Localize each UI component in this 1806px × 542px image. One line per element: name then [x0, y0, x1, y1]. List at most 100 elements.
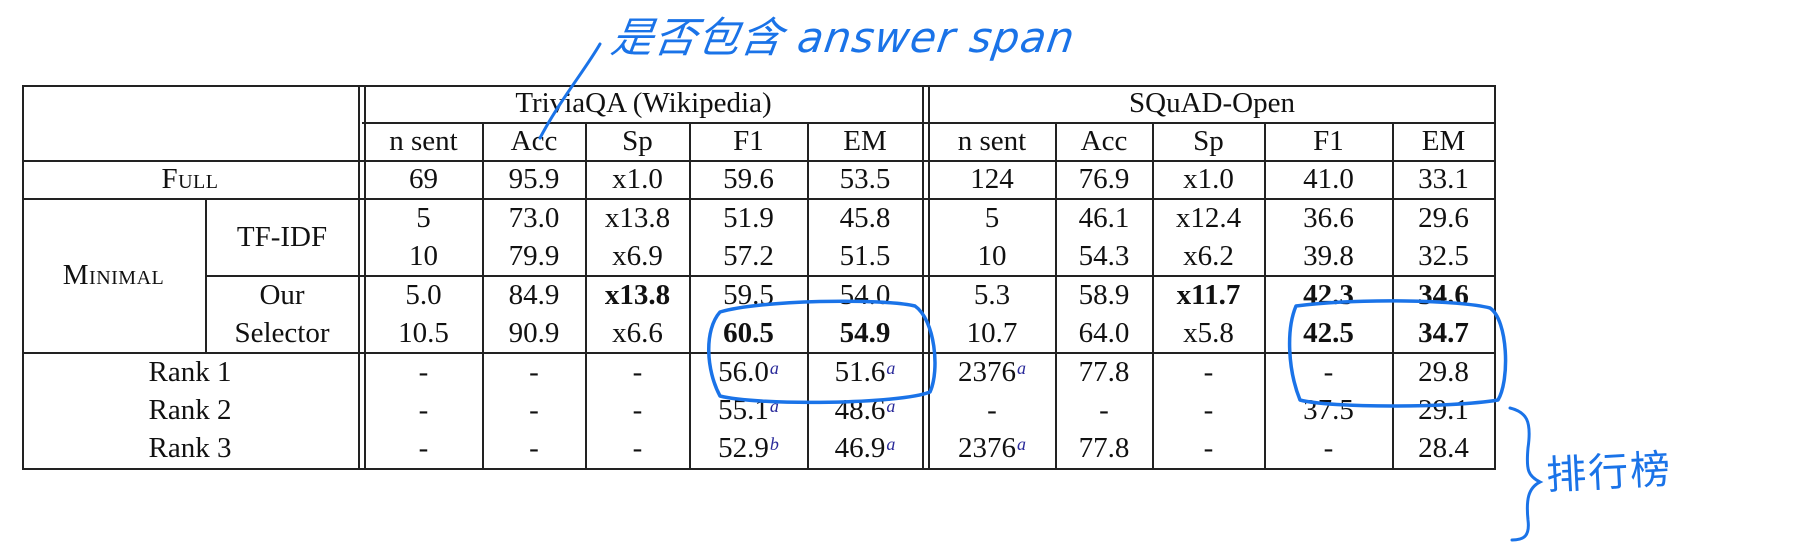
cell: 45.8 — [839, 201, 891, 234]
cell: 29.8 — [1418, 355, 1469, 388]
rule-col — [807, 122, 809, 469]
cell: 84.9 — [508, 278, 560, 311]
cell: x1.0 — [1183, 162, 1234, 195]
cell: 54.3 — [1078, 239, 1130, 272]
row-label-minimal: Minimal — [62, 259, 165, 291]
cell: - — [529, 355, 539, 388]
row-label-full: Full — [161, 162, 219, 195]
cell: 41.0 — [1303, 162, 1354, 195]
cell: 59.6 — [723, 162, 774, 195]
cell: 51.9 — [723, 201, 774, 234]
cell: x6.6 — [612, 316, 663, 349]
footnote-mark: a — [1017, 358, 1026, 378]
cell: x1.0 — [612, 162, 663, 195]
cell-bold: 60.5 — [723, 316, 774, 349]
cell-with-footnote: 46.9 a — [808, 429, 922, 467]
cell: 64.0 — [1078, 316, 1130, 349]
rule-col — [689, 122, 691, 469]
row-label-selector: Selector — [234, 316, 330, 349]
row-label-tfidf: TF-IDF — [236, 220, 328, 253]
row-label-rank2: Rank 2 — [148, 393, 232, 426]
col-header: EM — [1421, 124, 1466, 157]
cell: 10 — [409, 239, 438, 272]
cell-bold: x11.7 — [1176, 278, 1241, 311]
cell: 39.8 — [1303, 239, 1354, 272]
results-table: TriviaQA (Wikipedia) SQuAD-Open n sent A… — [22, 85, 1496, 530]
cell: - — [1323, 431, 1334, 464]
rule-col — [482, 122, 484, 469]
cell: 29.6 — [1418, 201, 1469, 234]
cell: - — [1203, 355, 1214, 388]
cell-value: 2376 — [958, 355, 1016, 388]
cell: 37.5 — [1303, 393, 1354, 426]
cell: 54.0 — [839, 278, 891, 311]
cell: 51.5 — [839, 239, 891, 272]
col-header: F1 — [733, 124, 764, 157]
cell-value: 2376 — [958, 431, 1016, 464]
cell-with-footnote: 2376 a — [929, 429, 1055, 467]
cell: x6.9 — [612, 239, 663, 272]
cell: x5.8 — [1183, 316, 1234, 349]
rule-minimal-sub — [205, 198, 207, 353]
col-header: EM — [843, 124, 887, 157]
cell: 10.7 — [966, 316, 1018, 349]
cell: - — [1203, 431, 1214, 464]
footnote-mark: a — [886, 358, 896, 378]
footnote-mark: a — [886, 434, 896, 454]
rule-double-1a — [358, 85, 360, 469]
cell: - — [418, 431, 429, 464]
cell: - — [1099, 393, 1109, 426]
cell: - — [1323, 355, 1334, 388]
cell-with-footnote: 52.9 b — [690, 429, 807, 467]
cell: 76.9 — [1078, 162, 1130, 195]
rule-double-2a — [922, 85, 924, 469]
dataset-header-squad: SQuAD-Open — [1129, 87, 1295, 119]
col-header: Acc — [510, 124, 558, 157]
row-label-rank1: Rank 1 — [148, 355, 232, 388]
col-header: Acc — [1080, 124, 1128, 157]
cell: 5 — [984, 201, 1000, 234]
cell: 77.8 — [1078, 355, 1130, 388]
cell: - — [418, 393, 429, 426]
cell-with-footnote: 2376 a — [929, 353, 1055, 391]
row-label-rank3: Rank 3 — [148, 431, 232, 464]
cell-bold: 42.5 — [1303, 316, 1354, 349]
cell-value: 56.0 — [718, 355, 769, 388]
rule-col — [1055, 122, 1057, 469]
rule-col — [585, 122, 587, 469]
cell: - — [632, 431, 643, 464]
rule-left — [22, 85, 24, 469]
row-label-our: Our — [259, 278, 305, 311]
bracket-rank — [1508, 406, 1544, 542]
cell: - — [529, 431, 539, 464]
rule-top — [22, 85, 1496, 87]
rule-bottom — [22, 468, 1496, 470]
cell: 33.1 — [1418, 162, 1469, 195]
cell: 77.8 — [1078, 431, 1130, 464]
cell-bold: 54.9 — [839, 316, 891, 349]
footnote-mark: a — [769, 396, 779, 416]
cell: - — [632, 355, 643, 388]
cell: 36.6 — [1303, 201, 1354, 234]
cell: x13.8 — [604, 201, 671, 234]
cell-bold: x13.8 — [604, 278, 671, 311]
cell: - — [1203, 393, 1214, 426]
annotation-answer-span: 是否包含 answer span — [608, 13, 1079, 62]
rule-col — [1264, 122, 1266, 469]
cell: 79.9 — [508, 239, 560, 272]
cell: - — [418, 355, 429, 388]
highlight-box-squad — [1287, 299, 1508, 408]
cell: 57.2 — [723, 239, 774, 272]
cell: - — [987, 393, 997, 426]
dataset-header-triviaqa: TriviaQA (Wikipedia) — [515, 87, 772, 119]
cell: 5.0 — [405, 278, 442, 311]
rule-full — [22, 198, 1496, 200]
rule-minimal — [22, 352, 1496, 354]
footnote-mark: a — [1017, 434, 1026, 454]
cell: 90.9 — [508, 316, 560, 349]
col-header: F1 — [1313, 124, 1344, 157]
cell: 5.3 — [973, 278, 1011, 311]
rule-tfidf — [205, 275, 1496, 277]
cell: 10.5 — [398, 316, 449, 349]
cell: 124 — [970, 162, 1014, 195]
